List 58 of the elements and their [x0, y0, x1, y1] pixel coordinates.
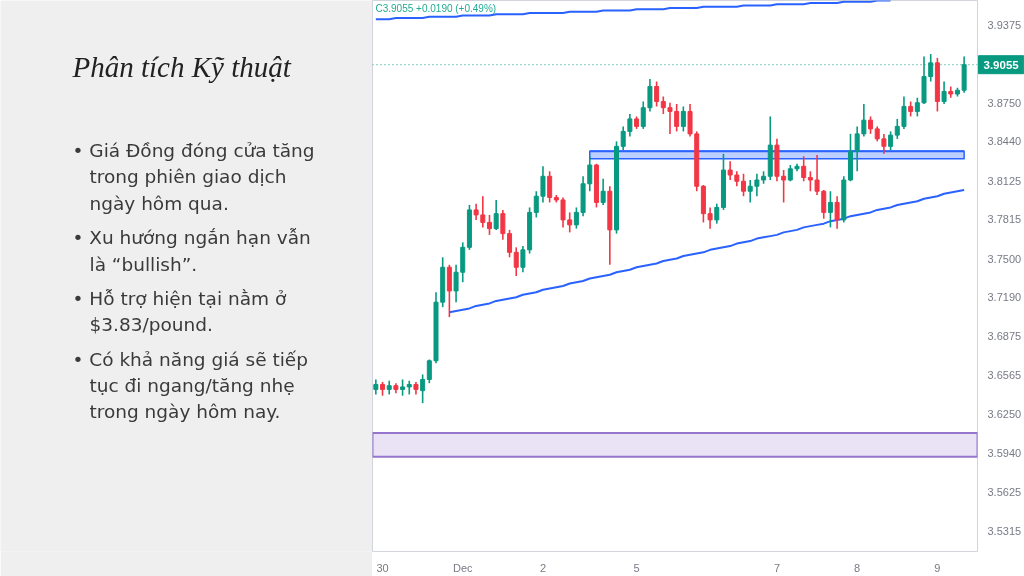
x-tick-label: 8: [854, 561, 861, 574]
text: • Giá Đồng đóng cửa tăng trong phiên giao dịch ngày hôm qua.: [72, 140, 315, 214]
text: • Có khả năng giá sẽ tiếp tục đi ngang/tăng nhẹ trong ngày hôm nay.: [72, 348, 308, 423]
y-tick-label: 3.8125: [987, 174, 1022, 187]
x-tick-label: 30: [376, 561, 389, 574]
y-tick-label: 3.7815: [987, 213, 1022, 226]
candlestick: [714, 202, 720, 225]
candlestick: [654, 80, 660, 108]
candlestick: [587, 155, 593, 193]
x-tick-label: 7: [773, 561, 781, 574]
ref-line-label: 3.9055: [983, 58, 1020, 71]
line-series: [374, 0, 892, 21]
x-tick-label: 5: [633, 561, 640, 574]
x-tick-label: 9: [934, 561, 941, 574]
candlestick: [741, 172, 747, 198]
candlestick: [573, 206, 579, 230]
x-tick-label: 2: [539, 561, 547, 574]
candlestick: [600, 177, 606, 206]
candlestick: [781, 169, 787, 204]
y-tick-label: 3.5625: [987, 486, 1022, 499]
y-tick-label: 3.7500: [987, 252, 1022, 265]
candlestick: [881, 133, 887, 155]
y-tick-label: 3.9375: [987, 18, 1022, 31]
candlestick: [513, 246, 519, 277]
candlestick: [680, 105, 686, 133]
y-tick-label: 3.6565: [987, 369, 1022, 382]
candlestick: [480, 195, 486, 229]
candlestick: [861, 103, 867, 138]
y-tick-label: 3.5315: [987, 524, 1022, 537]
y-tick-label: 3.6875: [987, 330, 1022, 343]
candlestick: [827, 190, 833, 229]
text: Phân tích Kỹ thuật: [71, 51, 292, 84]
text: • Hỗ trợ hiện tại nằm ở $3.83/pound.: [72, 287, 287, 336]
candlestick: [941, 80, 947, 105]
candlestick: [834, 195, 840, 230]
y-tick-label: 3.6250: [987, 408, 1022, 421]
line-series: [448, 188, 966, 314]
candlestick: [493, 199, 499, 231]
candlestick: [420, 373, 426, 404]
candlestick: [533, 190, 539, 219]
y-tick-label: 3.7190: [987, 291, 1022, 304]
candlestick: [854, 125, 860, 173]
candlestick: [520, 245, 526, 274]
candlestick: [540, 165, 546, 204]
candlestick: [801, 155, 807, 183]
text: • Xu hướng ngắn hạn vẫn là “bullish”.: [72, 227, 311, 275]
candlestick: [486, 214, 492, 236]
candlestick: [707, 206, 713, 230]
candlestick: [547, 170, 553, 204]
y-tick-label: 3.8440: [987, 135, 1022, 148]
candlestick: [446, 263, 452, 318]
candlestick: [727, 160, 733, 181]
y-tick-label: 3.8750: [987, 96, 1022, 109]
candlestick: [888, 130, 894, 151]
annotation: C3.9055 +0.0190 (+0.49%): [375, 2, 497, 14]
x-tick-label: Dec: [452, 561, 474, 574]
candlestick: [821, 189, 827, 220]
y-tick-label: 3.5940: [987, 447, 1022, 460]
